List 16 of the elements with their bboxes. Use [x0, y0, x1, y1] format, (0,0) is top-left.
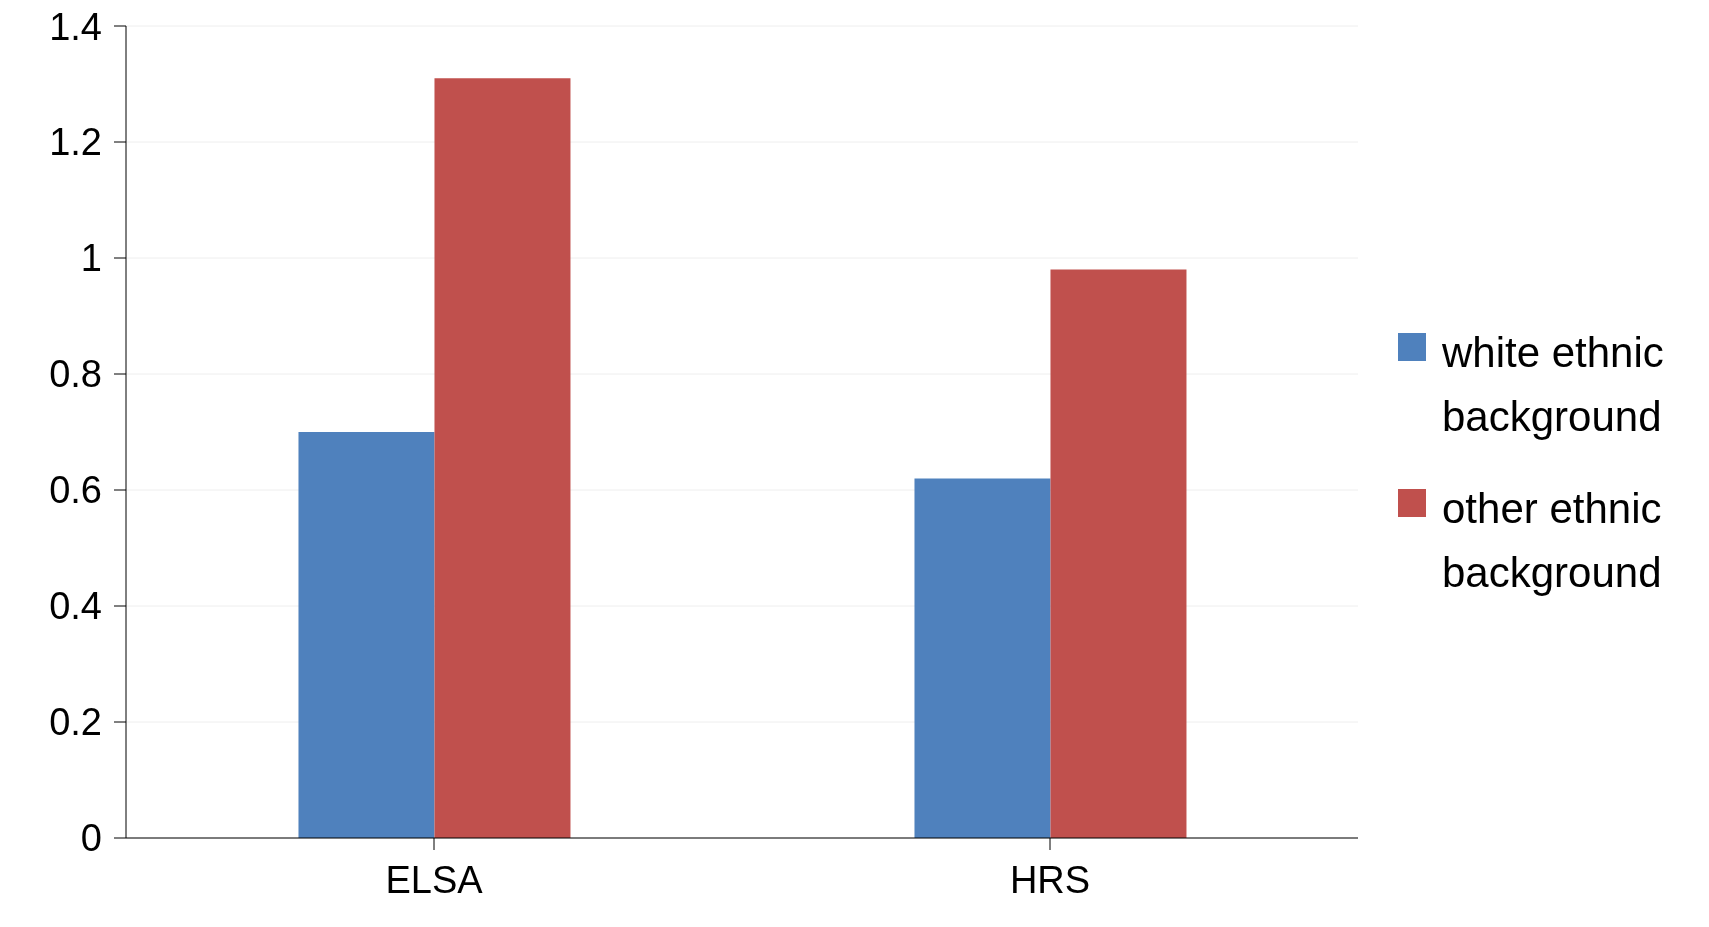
legend-label: white ethnic background [1442, 328, 1665, 442]
bar [914, 478, 1051, 838]
y-tick-label: 1.4 [49, 5, 102, 48]
y-tick-label: 1 [80, 237, 102, 280]
bar [298, 432, 435, 838]
y-tick-label: 0.8 [49, 353, 102, 396]
y-tick-label: 0.4 [49, 585, 102, 628]
legend-label: other ethnic background [1442, 484, 1663, 598]
y-tick-label: 1.2 [49, 121, 102, 164]
y-tick-label: 0.6 [49, 469, 102, 512]
x-tick-label: ELSA [385, 858, 484, 901]
bar [434, 78, 571, 838]
y-tick-label: 0.2 [49, 701, 102, 744]
bar [1050, 269, 1187, 838]
x-tick-label: HRS [1009, 858, 1091, 901]
y-tick-label: 0 [80, 817, 102, 860]
